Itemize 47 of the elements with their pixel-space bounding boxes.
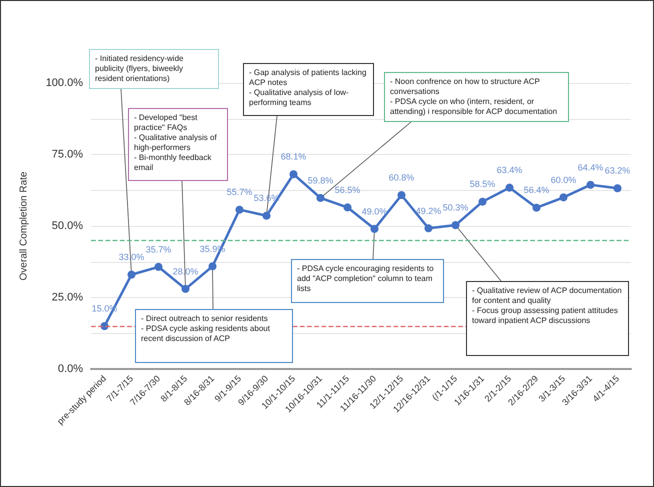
data-label: 59.8% [308,175,334,186]
data-label: 35.7% [146,244,172,254]
point [586,180,594,189]
data-label: 58.5% [470,179,496,190]
data-label: 55.7% [226,187,252,198]
point [478,198,486,206]
point [452,221,460,230]
callout-box: - Direct outreach to senior residents - PDSA cycle asking residents about recent discussion of ACP [135,309,293,363]
callout-box: - Qualitative review of ACP documentation for content and quality - Focus group assessing patient attitudes toward inpatient ACP discussions [466,281,629,356]
data-label: 64.4% [578,162,604,172]
data-label: 60.8% [388,172,414,183]
data-label: 63.2% [604,166,630,176]
callout-box: - PDSA cycle encouraging residents to add "ACP completion" column to team lists [291,259,444,303]
data-label: 63.4% [496,165,522,176]
point [532,204,540,212]
data-label: 49.0% [362,206,388,216]
point [344,203,352,212]
callout-box: - Initiated residency-wide publicity (flyers, biweekly resident orientations) [89,49,219,89]
callout-box: - Noon confrence on how to structure ACP conversations - PDSA cycle on who (intern, resident, or attending) i responsible for ACP documentation [384,72,569,122]
point [154,262,162,271]
callout-box: - Gap analysis of patients lacking ACP notes - Qualitative analysis of low-performing teams [243,63,374,116]
point [398,191,406,200]
point [614,184,622,192]
y-tick-label: 0.0% [58,363,84,375]
point [128,270,136,279]
y-tick-label: 50.0% [52,220,84,232]
data-label: 68.1% [280,152,306,162]
point [560,193,568,202]
point [316,194,324,202]
point [370,224,378,233]
data-label: 56.4% [524,185,550,196]
y-tick-label: 100.0% [46,77,84,89]
data-label: 56.5% [334,184,360,195]
point [290,170,298,178]
data-label: 50.3% [442,202,468,213]
point [182,284,190,293]
point [208,262,216,270]
point [262,212,270,220]
data-label: 49.2% [416,206,442,216]
y-tick-label: 75.0% [52,148,84,160]
data-label: 60.0% [550,174,576,185]
point [424,224,432,232]
y-axis-title: Overall Completion Rate [18,171,30,280]
point [236,206,244,214]
callout-box: - Developed "best practice" FAQs - Qualitative analysis of high-performers - Bi-monthly feedback email [128,108,228,181]
point [506,184,514,192]
y-tick-label: 25.0% [52,292,84,304]
